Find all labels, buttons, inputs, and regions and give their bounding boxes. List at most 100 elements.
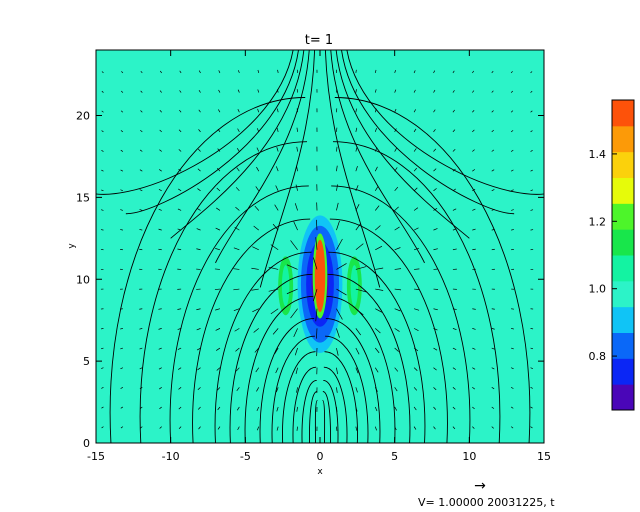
velocity-arrow [254,347,260,353]
velocity-arrow [293,328,298,338]
field-line [109,97,306,443]
velocity-arrow [375,288,384,291]
field-line [309,391,318,443]
field-line [271,335,315,443]
velocity-arrow [336,238,343,250]
velocity-arrow [275,185,279,191]
velocity-arrow [140,110,143,113]
velocity-arrow [236,387,240,392]
velocity-arrow [530,149,533,152]
velocity-arrow [121,90,124,93]
velocity-arrow [374,185,379,192]
velocity-arrow [530,189,534,192]
velocity-arrow [120,426,124,429]
colorbar-segment [612,125,634,153]
velocity-arrow [394,108,397,113]
velocity-arrow [215,227,221,231]
velocity-arrow [215,308,221,311]
velocity-arrow [295,367,298,374]
y-tick-label: 0 [83,437,90,450]
velocity-arrow [256,147,260,152]
velocity-arrow [101,130,104,133]
velocity-arrow [530,406,533,409]
field-line [244,295,314,443]
velocity-arrow [414,288,420,290]
velocity-arrow [139,228,143,231]
velocity-arrow [355,288,367,293]
velocity-arrow [491,367,495,370]
field-line-open [125,50,299,215]
velocity-arrow [530,328,534,330]
velocity-arrow [452,149,456,152]
field-line [169,185,309,443]
velocity-arrow [530,209,534,211]
velocity-arrow [236,167,240,172]
vector-legend-label: V= 1.00000 20031225, t [418,496,555,509]
field-line [192,218,311,443]
velocity-arrow [139,149,143,152]
velocity-arrow [218,70,221,74]
velocity-arrow [101,367,104,369]
velocity-arrow [121,71,124,74]
velocity-arrow [198,129,201,133]
velocity-arrow [120,149,124,152]
velocity-arrow [530,90,533,93]
velocity-arrow [413,187,418,192]
velocity-arrow [374,205,380,211]
velocity-arrow [433,168,437,172]
field-line [331,185,471,443]
velocity-arrow [256,387,260,392]
velocity-arrow [394,147,398,152]
velocity-arrow [394,268,402,270]
velocity-arrow [233,288,240,291]
velocity-arrow [296,127,298,132]
velocity-arrow [286,288,298,295]
velocity-arrow [336,202,339,211]
velocity-arrow [511,229,514,231]
colorbar-tick-label: 1.4 [589,148,607,161]
velocity-arrow [215,328,221,331]
velocity-arrow [394,226,400,231]
velocity-arrow [336,347,339,356]
velocity-arrow [315,308,318,322]
velocity-arrow [233,247,240,251]
velocity-arrow [196,248,201,251]
velocity-arrow [355,266,367,270]
velocity-arrow [276,147,279,152]
velocity-arrow [510,406,514,409]
velocity-arrow [336,288,347,296]
velocity-arrow [413,148,417,152]
velocity-arrow [158,228,162,231]
velocity-arrow [452,188,457,192]
x-tick-label: 10 [462,450,476,463]
velocity-arrow [491,189,495,192]
velocity-arrow [491,149,495,152]
velocity-arrow [491,129,494,133]
velocity-arrow [316,328,318,339]
velocity-arrow [178,129,182,133]
velocity-arrow [491,328,495,330]
velocity-arrow [253,225,259,231]
velocity-arrow [433,228,438,231]
velocity-arrow [296,426,298,431]
velocity-arrow [355,166,358,172]
velocity-arrow [268,288,279,292]
velocity-arrow [472,109,475,113]
colorbar-segment [612,203,634,230]
velocity-arrow [316,219,318,231]
velocity-arrow [472,129,475,133]
velocity-arrow [217,406,221,411]
velocity-arrow [235,347,240,352]
colorbar-segment [612,255,634,282]
density-flank-inner [350,265,359,307]
velocity-arrow [375,225,381,231]
velocity-arrow [256,128,260,133]
velocity-arrow [196,328,201,331]
velocity-arrow [254,205,260,211]
velocity-arrow [140,129,143,133]
velocity-arrow [234,226,240,231]
velocity-arrow [530,169,533,172]
velocity-arrow [355,387,358,393]
colorbar-tick-label: 1.2 [589,215,607,228]
density-flank-inner [281,265,290,307]
